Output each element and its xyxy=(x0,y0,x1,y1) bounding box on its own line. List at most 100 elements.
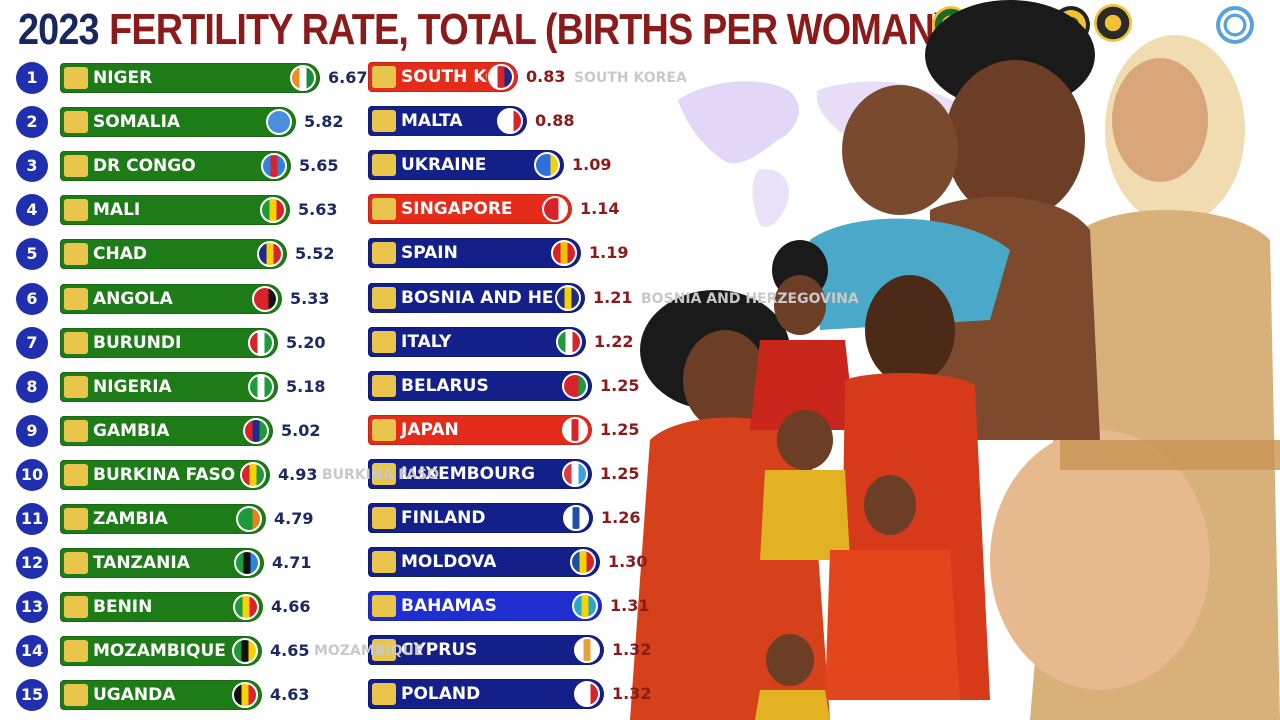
bar-benin: BENIN xyxy=(60,592,263,623)
bar-clip: LUXEMBOURG xyxy=(369,460,561,488)
flag-icon xyxy=(232,638,258,665)
rank-badge: 5 xyxy=(16,238,48,271)
bar-bahamas: BAHAMAS xyxy=(368,591,602,622)
bar-label: FINLAND xyxy=(401,508,486,528)
illustration-people xyxy=(630,0,1280,720)
bar-somalia: SOMALIA xyxy=(60,107,296,138)
bar-italy: ITALY xyxy=(368,326,586,357)
flag-icon xyxy=(574,637,600,664)
bar-burkina-faso: BURKINA FASO xyxy=(60,459,270,490)
bar-mali: MALI xyxy=(60,195,290,226)
rank-badge: 15 xyxy=(16,679,48,712)
bar-label: CHAD xyxy=(93,244,147,265)
emblem-icon xyxy=(372,286,396,309)
bar-clip: TANZANIA xyxy=(61,549,233,577)
value-label: 4.71 xyxy=(272,553,312,573)
value-label: 4.65 xyxy=(270,641,310,661)
bar-malta: MALTA xyxy=(368,106,527,137)
bar-clip: SPAIN xyxy=(369,239,550,267)
bar-label: SPAIN xyxy=(401,243,458,264)
flag-icon xyxy=(248,373,274,400)
bar-spain: SPAIN xyxy=(368,238,581,269)
bar-clip: BELARUS xyxy=(369,372,561,400)
emblem-icon xyxy=(372,462,396,485)
rank-badge: 4 xyxy=(16,194,48,227)
bar-dr-congo: DR CONGO xyxy=(60,151,291,182)
bar-clip: GAMBIA xyxy=(61,417,242,445)
bar-label: TANZANIA xyxy=(93,553,190,574)
value-label: 1.26 xyxy=(601,508,641,527)
emblem-icon xyxy=(372,110,396,133)
bar-label: NIGERIA xyxy=(93,376,172,397)
title-text: FERTILITY RATE, TOTAL (BIRTHS PER WOMAN) xyxy=(109,5,946,54)
rank-badge: 8 xyxy=(16,370,48,403)
un-logo xyxy=(1216,6,1254,44)
value-label: 4.63 xyxy=(270,685,310,705)
rank-badge: 12 xyxy=(16,547,48,580)
bar-clip: BURKINA FASO xyxy=(61,461,239,489)
bar-label: ITALY xyxy=(401,331,452,352)
bar-label: NIGER xyxy=(93,68,153,88)
flag-icon xyxy=(257,241,283,268)
bar-label: MALTA xyxy=(401,111,463,132)
bar-clip: MALTA xyxy=(369,107,496,135)
bar-ukraine: UKRAINE xyxy=(368,150,564,181)
bar-clip: SOUTH KOREA xyxy=(369,63,487,91)
flag-icon xyxy=(542,196,568,223)
bar-angola: ANGOLA xyxy=(60,283,282,314)
value-label: 1.22 xyxy=(594,331,634,351)
rank-badge: 14 xyxy=(16,635,48,668)
value-label: 5.82 xyxy=(304,112,344,132)
bar-clip: ITALY xyxy=(369,328,555,356)
bar-moldova: MOLDOVA xyxy=(368,547,600,578)
value-label: 1.14 xyxy=(580,199,620,219)
rank-badge: 1 xyxy=(16,62,48,94)
value-label: 1.19 xyxy=(589,243,629,263)
emblem-icon xyxy=(372,683,396,706)
value-label: 5.33 xyxy=(290,288,330,308)
rank-badge: 6 xyxy=(16,282,48,315)
bar-label: BAHAMAS xyxy=(401,596,497,617)
bar-clip: NIGERIA xyxy=(61,373,247,401)
bar-clip: SOMALIA xyxy=(61,108,265,136)
emblem-icon xyxy=(372,595,396,618)
bar-clip: NIGER xyxy=(61,64,289,92)
emblem-icon xyxy=(372,154,396,177)
emblem-icon xyxy=(372,418,396,441)
emblem-icon xyxy=(64,331,88,354)
bar-clip: CYPRUS xyxy=(369,636,573,664)
bar-belarus: BELARUS xyxy=(368,370,592,401)
emblem-icon xyxy=(372,330,396,353)
bar-clip: SINGAPORE xyxy=(369,195,541,223)
bar-label: SOMALIA xyxy=(93,112,181,133)
emblem-icon xyxy=(372,66,396,88)
bar-clip: UKRAINE xyxy=(369,151,533,179)
value-label: 1.31 xyxy=(610,596,650,616)
bar-label: ZAMBIA xyxy=(93,509,168,529)
bar-finland: FINLAND xyxy=(368,503,593,533)
flag-icon xyxy=(248,329,274,356)
emblem-icon xyxy=(64,375,88,398)
bar-label: UGANDA xyxy=(93,685,176,706)
bar-chad: CHAD xyxy=(60,239,287,270)
value-label: 5.63 xyxy=(298,200,338,220)
value-label: 1.32 xyxy=(612,684,652,704)
ghost-label: SOUTH KOREA xyxy=(574,70,687,86)
bar-label: MALI xyxy=(93,200,141,221)
emblem-icon xyxy=(64,67,88,89)
emblem-icon xyxy=(372,374,396,397)
flag-icon xyxy=(572,593,598,620)
value-label: 5.20 xyxy=(286,332,326,352)
ghost-label: BOSNIA AND HERZEGOVINA xyxy=(641,290,859,307)
flag-icon xyxy=(534,152,560,179)
bar-label: UKRAINE xyxy=(401,155,487,176)
bar-clip: BAHAMAS xyxy=(369,592,571,620)
bar-south-korea: SOUTH KOREA xyxy=(368,62,518,92)
flag-icon xyxy=(260,197,286,224)
flag-icon xyxy=(497,108,523,135)
bar-label: JAPAN xyxy=(401,419,459,440)
value-label: 0.88 xyxy=(535,111,575,131)
emblem-icon xyxy=(372,198,396,221)
flag-icon xyxy=(570,549,596,576)
